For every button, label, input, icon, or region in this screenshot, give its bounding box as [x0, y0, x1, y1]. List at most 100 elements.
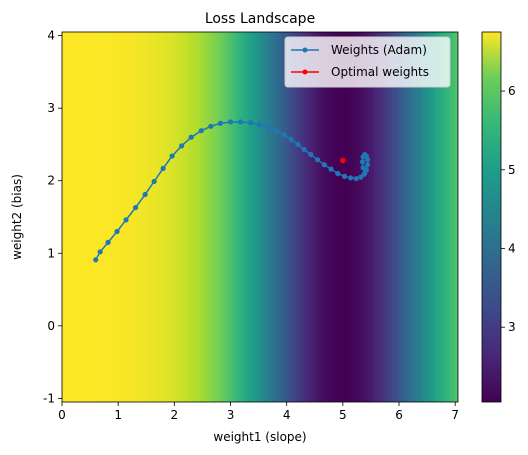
adam-point [321, 162, 327, 168]
adam-point [188, 134, 194, 140]
heatmap-column [395, 32, 399, 402]
heatmap-column [182, 32, 186, 402]
adam-point [93, 257, 99, 263]
heatmap-column [377, 32, 381, 402]
colorbar: 3 4 5 6 [481, 31, 516, 403]
adam-point [360, 154, 366, 160]
heatmap-column [341, 32, 345, 402]
heatmap-column [158, 32, 162, 402]
heatmap-column [413, 32, 417, 402]
heatmap-column [269, 32, 273, 402]
heatmap-column [125, 32, 129, 402]
heatmap-column [428, 32, 432, 402]
heatmap-column [344, 32, 348, 402]
heatmap-column [242, 32, 246, 402]
heatmap-column [95, 32, 99, 402]
heatmap-column [122, 32, 126, 402]
heatmap-column [188, 32, 192, 402]
heatmap-column [164, 32, 168, 402]
heatmap-column [434, 32, 438, 402]
heatmap-column [200, 32, 204, 402]
adam-point [169, 153, 175, 159]
heatmap-column [359, 32, 363, 402]
y-axis-ticks: -1 0 1 2 3 4 [43, 29, 62, 405]
legend: Weights (Adam) Optimal weights [284, 36, 451, 88]
heatmap-column [383, 32, 387, 402]
heatmap-column [245, 32, 249, 402]
heatmap-column [62, 32, 66, 402]
heatmap-column [296, 32, 300, 402]
heatmap-column [224, 32, 228, 402]
heatmap-column [140, 32, 144, 402]
heatmap-column [149, 32, 153, 402]
heatmap-column [101, 32, 105, 402]
heatmap-column [350, 32, 354, 402]
heatmap-column [152, 32, 156, 402]
heatmap-column [236, 32, 240, 402]
adam-point [179, 143, 185, 149]
heatmap-column [410, 32, 414, 402]
colorbar-frame [481, 31, 502, 403]
adam-point [266, 125, 272, 131]
adam-point [123, 217, 129, 223]
heatmap-column [116, 32, 120, 402]
adam-point [335, 170, 341, 177]
adam-point [308, 152, 314, 158]
heatmap-column [398, 32, 402, 402]
heatmap-column [110, 32, 114, 402]
adam-point [238, 119, 244, 125]
chart-title: Loss Landscape [205, 11, 315, 27]
legend-adam-label: Weights (Adam) [331, 43, 427, 57]
x-tick-label: 4 [283, 408, 291, 422]
adam-point [295, 141, 301, 148]
heatmap-column [290, 32, 294, 402]
heatmap-column [314, 32, 318, 402]
colorbar-tick-label: 3 [508, 320, 516, 334]
plot-frame [61, 31, 459, 403]
y-axis-label: weight2 (bias) [10, 174, 24, 260]
heatmap-column [443, 32, 447, 402]
y-tick-label: -1 [43, 391, 55, 405]
heatmap-column [254, 32, 258, 402]
heatmap-column [71, 32, 75, 402]
heatmap-column [284, 32, 288, 402]
legend-optimal-label: Optimal weights [331, 65, 429, 79]
heatmap-column [389, 32, 393, 402]
heatmap-column [86, 32, 90, 402]
colorbar-ticks: 3 4 5 6 [501, 84, 516, 334]
heatmap-column [311, 32, 315, 402]
heatmap-column [104, 32, 108, 402]
heatmap-column [416, 32, 420, 402]
heatmap-column [119, 32, 123, 402]
heatmap-column [449, 32, 453, 402]
heatmap-column [161, 32, 165, 402]
adam-point [208, 123, 214, 129]
adam-point [114, 228, 120, 235]
colorbar-tick-label: 4 [508, 241, 516, 255]
adam-point [314, 157, 321, 163]
heatmap-column [446, 32, 450, 402]
adam-point [142, 191, 148, 198]
heatmap-column [191, 32, 195, 402]
adam-point [105, 239, 111, 245]
heatmap-column [263, 32, 267, 402]
heatmap-column [218, 32, 222, 402]
heatmap-column [380, 32, 384, 402]
heatmap-column [281, 32, 285, 402]
heatmap-column [212, 32, 216, 402]
heatmap-column [356, 32, 360, 402]
heatmap-column [419, 32, 423, 402]
heatmap-column [239, 32, 243, 402]
adam-point [301, 146, 307, 153]
heatmap-column [272, 32, 276, 402]
heatmap-column [278, 32, 282, 402]
heatmap-column [425, 32, 429, 402]
heatmap-column [143, 32, 147, 402]
legend-box [284, 36, 451, 88]
heatmap-column [107, 32, 111, 402]
adam-point [227, 119, 234, 125]
heatmap-column [374, 32, 378, 402]
adam-point [151, 178, 157, 185]
heatmap-column [155, 32, 159, 402]
